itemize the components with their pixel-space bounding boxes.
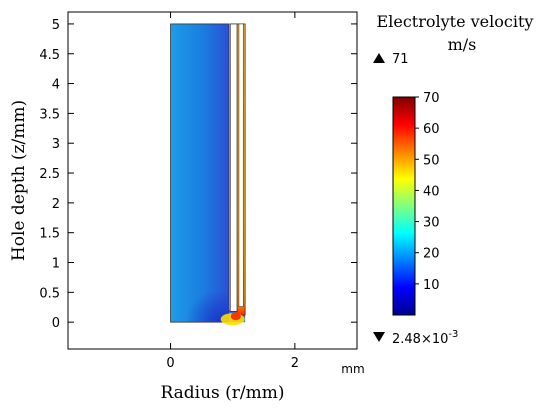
y-tick-label: 0.5: [39, 286, 60, 301]
colorbar-ticks: 10 20 30 40 50 60 70: [415, 91, 440, 293]
y-tick-label: 4.5: [39, 48, 60, 63]
y-tick-label: 5: [52, 18, 60, 33]
colorbar-tick-label: 20: [423, 247, 440, 262]
colorbar-tick-label: 10: [423, 278, 440, 293]
y-axis-ticks: 0 0.5 1 1.5 2 2.5 3 3.5 4 4.5 5: [39, 18, 357, 331]
y-tick-label: 3.5: [39, 107, 60, 122]
plot-frame: [67, 11, 358, 350]
max-triangle-icon: [373, 53, 385, 63]
colorbar-min-exponent: -3: [448, 329, 458, 340]
y-tick-label: 1.5: [39, 227, 60, 242]
x-axis-unit: mm: [341, 362, 364, 376]
y-tick-label: 0: [52, 316, 60, 331]
peak-velocity-spot: [230, 312, 241, 321]
colorbar-tick-label: 50: [423, 153, 440, 168]
colorbar-tick-label: 70: [423, 91, 440, 106]
x-axis-title: Radius (r/mm): [160, 383, 284, 403]
y-tick-label: 2: [52, 197, 60, 212]
y-tick-label: 1: [52, 257, 60, 272]
y-tick-label: 2.5: [39, 167, 60, 182]
colorbar-tick-label: 40: [423, 184, 440, 199]
y-axis-title: Hole depth (z/mm): [9, 100, 29, 261]
colorbar: [392, 96, 416, 316]
colorbar-min-mantissa: 2.48×10: [392, 332, 448, 347]
x-tick-label: 0: [166, 356, 174, 371]
velocity-field: [170, 23, 246, 326]
y-tick-label: 4: [52, 78, 60, 93]
colorbar-tick-label: 60: [423, 122, 440, 137]
colorbar-title: Electrolyte velocity: [377, 12, 534, 31]
bottom-low-velocity-zone: [170, 268, 229, 323]
colorbar-tick-label: 30: [423, 216, 440, 231]
colorbar-max-label: 71: [392, 52, 409, 67]
inner-tube: [238, 23, 244, 307]
y-tick-label: 3: [52, 137, 60, 152]
min-triangle-icon: [373, 332, 385, 342]
colorbar-unit: m/s: [448, 35, 477, 54]
x-tick-label: 2: [291, 356, 299, 371]
colorbar-min-label: 2.48×10-3: [392, 329, 458, 347]
tool-wall: [229, 23, 238, 312]
